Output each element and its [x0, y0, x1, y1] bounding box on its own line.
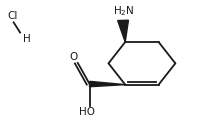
Text: Cl: Cl: [7, 11, 18, 21]
Text: HO: HO: [79, 107, 95, 117]
Text: H$_2$N: H$_2$N: [113, 4, 135, 18]
Polygon shape: [118, 20, 128, 42]
Polygon shape: [89, 81, 125, 87]
Text: H: H: [23, 34, 31, 44]
Text: O: O: [69, 52, 77, 62]
